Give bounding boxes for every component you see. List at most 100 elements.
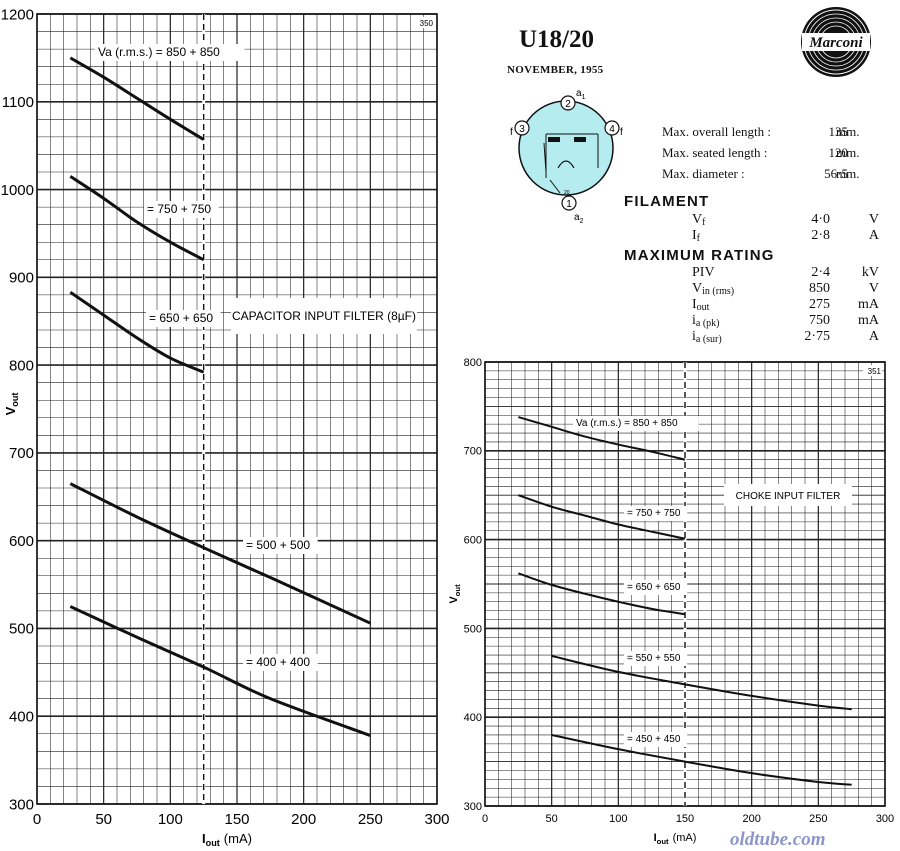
y-tick-label: 500	[464, 623, 482, 635]
series-label: = 750 + 750	[147, 202, 211, 216]
series-line	[551, 654, 852, 711]
y-tick-label: 600	[9, 533, 34, 550]
x-tick-label: 100	[609, 813, 627, 825]
series-line	[518, 416, 686, 461]
max-rating-row-value: 275	[809, 297, 830, 312]
x-tick-label: 150	[224, 811, 249, 828]
y-tick-label: 300	[9, 796, 34, 813]
x-tick-label: 300	[424, 811, 449, 828]
y-tick-label: 1000	[1, 182, 34, 199]
series-line	[518, 572, 686, 616]
datasheet-date: NOVEMBER, 1955	[507, 64, 604, 76]
series-line	[551, 733, 852, 786]
dimension-label: Max. seated length :	[662, 145, 768, 160]
y-tick-label: 400	[464, 712, 482, 724]
series-label-bg	[624, 732, 688, 747]
x-tick-label: 200	[742, 813, 760, 825]
plot-frame	[36, 13, 438, 805]
series-label: = 500 + 500	[246, 538, 310, 552]
y-tick-label: 600	[464, 534, 482, 546]
series-label-bg	[243, 654, 318, 671]
chart-number-bg	[863, 365, 882, 376]
series-label-bg	[624, 580, 688, 595]
max-rating-heading: MAXIMUM RATING	[624, 247, 775, 264]
series-label: = 550 + 550	[627, 653, 681, 664]
max-rating-row-unit: A	[868, 329, 879, 344]
max-rating-row-value: 2·75	[804, 329, 830, 344]
filament-row-value: 4·0	[811, 212, 830, 227]
series-label: = 750 + 750	[627, 508, 681, 519]
max-rating-row-unit: mA	[858, 313, 879, 328]
series-label-bg	[95, 44, 245, 61]
filament-heading: FILAMENT	[624, 193, 710, 210]
series-line	[518, 494, 686, 540]
filament-row-unit: V	[868, 212, 879, 227]
series-line	[69, 175, 205, 262]
tube-title: U18/20	[519, 26, 594, 53]
y-tick-label: 900	[9, 270, 34, 287]
series-label-bg	[243, 537, 318, 554]
series-label: Va (r.m.s.) = 850 + 850	[98, 45, 220, 59]
x-tick-label: 250	[809, 813, 827, 825]
series-label: Va (r.m.s.) = 850 + 850	[576, 418, 678, 429]
max-rating-row-unit: kV	[861, 265, 879, 280]
chart-1: 350 CAPACITOR INPUT FILTER (8µF) Va (r.m.s…	[1, 6, 450, 848]
x-tick-label: 100	[158, 811, 183, 828]
max-rating-row-subscript: a (sur)	[695, 334, 722, 345]
series-label-bg	[144, 201, 219, 218]
y-tick-label: 700	[464, 446, 482, 458]
x-tick-label: 0	[33, 811, 41, 828]
grid	[36, 13, 438, 805]
chart-2: 351 CHOKE INPUT FILTER Va (r.m.s.) = 850 +…	[448, 357, 894, 846]
filament-row-subscript: f	[702, 217, 706, 228]
filament-row-subscript: f	[696, 233, 701, 244]
max-rating-row-value: 2·4	[811, 265, 830, 280]
dimension-unit: mm.	[836, 166, 860, 181]
chart-number-bg	[415, 17, 434, 28]
y-tick-label: 1100	[2, 94, 34, 111]
series-label: = 400 + 400	[246, 655, 310, 669]
y-axis-label: Vout	[448, 584, 462, 604]
max-rating-row-unit: V	[868, 281, 879, 296]
series-line	[69, 605, 371, 737]
series-line	[69, 482, 371, 625]
x-tick-label: 0	[482, 813, 488, 825]
filament-row-unit: A	[868, 228, 879, 243]
max-rating-row-value: 750	[809, 313, 830, 328]
series-label-bg	[624, 506, 688, 521]
x-tick-label: 200	[291, 811, 316, 828]
series-label: = 450 + 450	[627, 734, 681, 745]
y-tick-label: 700	[9, 445, 34, 462]
x-axis-label: Iout (mA)	[202, 831, 252, 848]
x-tick-label: 50	[546, 813, 558, 825]
series-line	[69, 291, 205, 374]
max-rating-row-subscript: in (rms)	[702, 286, 735, 297]
chart-title: CHOKE INPUT FILTER	[736, 491, 841, 502]
dimension-value: 135	[828, 124, 849, 139]
series-label: = 650 + 650	[149, 311, 213, 325]
dimension-value: 120	[828, 145, 849, 160]
series-label-bg	[624, 651, 688, 666]
x-axis-label: Iout (mA)	[654, 832, 697, 846]
x-tick-label: 300	[876, 813, 894, 825]
chart-title-bg	[231, 298, 417, 334]
dimension-label: Max. diameter :	[662, 166, 745, 181]
max-rating-row-value: 850	[809, 281, 830, 296]
max-rating-row-symbol: ia (pk)	[692, 313, 720, 329]
watermark: oldtube.com	[730, 829, 826, 850]
y-tick-label: 300	[464, 801, 482, 813]
max-rating-row-subscript: a (pk)	[695, 318, 720, 329]
max-rating-row-unit: mA	[858, 297, 879, 312]
x-tick-label: 150	[676, 813, 694, 825]
max-rating-row-subscript: out	[696, 302, 710, 313]
max-rating-row-symbol: PIV	[692, 265, 715, 280]
max-rating-row-symbol: ia (sur)	[692, 329, 722, 345]
series-line	[69, 56, 205, 141]
filament-row-value: 2·8	[811, 228, 830, 243]
series-label-bg	[146, 310, 221, 327]
chart-number: 351	[868, 367, 882, 376]
y-tick-label: 1200	[1, 6, 34, 23]
y-axis-label: Vout	[3, 393, 20, 416]
dimension-label: Max. overall length :	[662, 124, 772, 139]
